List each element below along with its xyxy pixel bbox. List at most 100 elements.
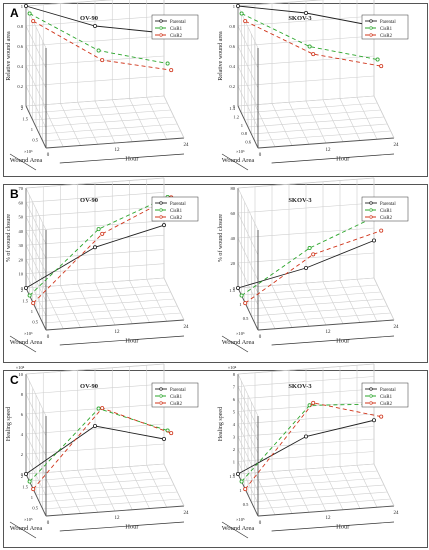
legend-marker bbox=[159, 26, 163, 30]
grid-line bbox=[39, 123, 178, 135]
z-tick-label: 0.4 bbox=[229, 64, 235, 69]
series-line-cisr1 bbox=[241, 403, 378, 482]
hour-tick-label: 12 bbox=[326, 148, 332, 153]
data-point bbox=[161, 437, 166, 442]
chart-title: OV-90 bbox=[80, 383, 98, 390]
axis-hour bbox=[257, 319, 395, 331]
z-tick-label: 0 bbox=[233, 286, 236, 291]
grid-line bbox=[251, 491, 388, 503]
legend-marker bbox=[159, 201, 163, 205]
legend-label: CisR1 bbox=[380, 209, 393, 214]
data-point bbox=[27, 479, 32, 484]
legend-marker bbox=[159, 33, 163, 37]
z-tick-label: 0.8 bbox=[17, 24, 23, 29]
z-tick-label: 1 bbox=[21, 4, 23, 9]
hour-axis-label: Hour bbox=[125, 156, 139, 163]
grid-line bbox=[42, 312, 181, 324]
hour-tick-label: 24 bbox=[394, 325, 400, 330]
data-point bbox=[379, 64, 384, 69]
grid-line bbox=[237, 463, 375, 475]
area-tick-label: 2 bbox=[21, 288, 23, 293]
area-exponent-label: ×10⁶ bbox=[236, 331, 245, 336]
data-point bbox=[96, 406, 101, 411]
z-tick-label: 1 bbox=[233, 460, 235, 465]
depth-axis-label: Wound Area bbox=[10, 157, 43, 164]
data-point bbox=[31, 301, 36, 306]
depth-axis-label: Wound Area bbox=[10, 525, 43, 532]
axis-hour bbox=[257, 505, 395, 517]
grid-line bbox=[32, 291, 171, 303]
data-point bbox=[379, 414, 384, 419]
depth-axis-arrow bbox=[221, 335, 249, 353]
depth-axis-arrow bbox=[9, 521, 37, 539]
hour-axis-arrow bbox=[59, 153, 185, 164]
z-tick-label: 0.2 bbox=[229, 84, 235, 89]
grid-line bbox=[35, 298, 175, 310]
hour-tick-label: 0 bbox=[47, 521, 50, 526]
series-line-cisr2 bbox=[245, 20, 382, 67]
series-line-cisr1 bbox=[29, 196, 168, 296]
z-tick-label: 4 bbox=[21, 432, 24, 437]
legend-marker bbox=[369, 394, 373, 398]
legend-label: CisR2 bbox=[380, 34, 393, 39]
z-axis-label: % of wound closure bbox=[217, 214, 224, 262]
panel-letter-a: A bbox=[10, 6, 19, 20]
area-tick-label: 0.5 bbox=[32, 506, 38, 511]
grid-line bbox=[237, 277, 375, 289]
hour-tick-label: 24 bbox=[184, 143, 190, 148]
data-point bbox=[239, 11, 244, 16]
data-point bbox=[239, 293, 244, 298]
legend-label: Parental bbox=[380, 202, 396, 207]
z-axis-label: Healing speed bbox=[218, 407, 224, 441]
area-tick-label: 2 bbox=[21, 474, 23, 479]
frame-edge bbox=[373, 277, 395, 321]
legend-marker bbox=[159, 401, 163, 405]
data-point bbox=[23, 286, 28, 291]
grid-line bbox=[29, 284, 168, 296]
data-point bbox=[100, 58, 105, 63]
hour-axis-label: Hour bbox=[336, 338, 350, 345]
data-point bbox=[31, 487, 36, 492]
z-tick-label: 20 bbox=[19, 257, 24, 262]
data-point bbox=[371, 418, 376, 423]
hour-axis-arrow bbox=[271, 153, 395, 164]
hour-tick-label: 0 bbox=[259, 335, 262, 340]
area-exponent-label: ×10⁶ bbox=[24, 331, 33, 336]
area-tick-label: 1.4 bbox=[229, 106, 235, 111]
legend-label: CisR2 bbox=[170, 402, 183, 407]
hour-axis-arrow bbox=[59, 335, 185, 346]
legend-label: Parental bbox=[380, 20, 396, 25]
area-tick-label: 1 bbox=[31, 309, 33, 314]
area-tick-label: 1.5 bbox=[22, 485, 28, 490]
grid-line bbox=[254, 130, 391, 142]
area-tick-label: 1 bbox=[31, 495, 33, 500]
z-axis-label: % of wound closure bbox=[5, 214, 12, 262]
axis-depth bbox=[237, 105, 259, 149]
chart-a-ov90: 0 0.2 0.4 0.6 0.8 1 Relative wound area 0 12 24 2 1… bbox=[6, 0, 199, 171]
frame-edge bbox=[237, 0, 326, 7]
hour-axis-arrow bbox=[271, 335, 395, 346]
legend-marker bbox=[159, 19, 163, 23]
z-tick-label: 0.2 bbox=[17, 84, 23, 89]
grid-line bbox=[247, 298, 385, 310]
data-point bbox=[239, 479, 244, 484]
z-tick-label: 8 bbox=[233, 372, 236, 377]
chart-title: OV-90 bbox=[80, 197, 98, 204]
depth-axis-label: Wound Area bbox=[222, 157, 255, 164]
legend-label: CisR1 bbox=[170, 27, 183, 32]
data-point bbox=[307, 44, 312, 49]
grid-line bbox=[25, 95, 165, 107]
series-line-cisr2 bbox=[32, 20, 172, 71]
chart-title: SKOV-3 bbox=[288, 383, 312, 390]
data-point bbox=[307, 246, 312, 251]
z-tick-label: 0 bbox=[21, 104, 24, 109]
panel-letter-c: C bbox=[10, 373, 19, 387]
hour-tick-label: 12 bbox=[326, 516, 332, 521]
series-line-cisr2 bbox=[244, 402, 382, 490]
z-tick-label: 0.4 bbox=[17, 64, 23, 69]
data-point bbox=[161, 223, 166, 228]
z-tick-label: 2 bbox=[233, 447, 235, 452]
legend-marker bbox=[369, 401, 373, 405]
grid-line bbox=[244, 109, 381, 121]
